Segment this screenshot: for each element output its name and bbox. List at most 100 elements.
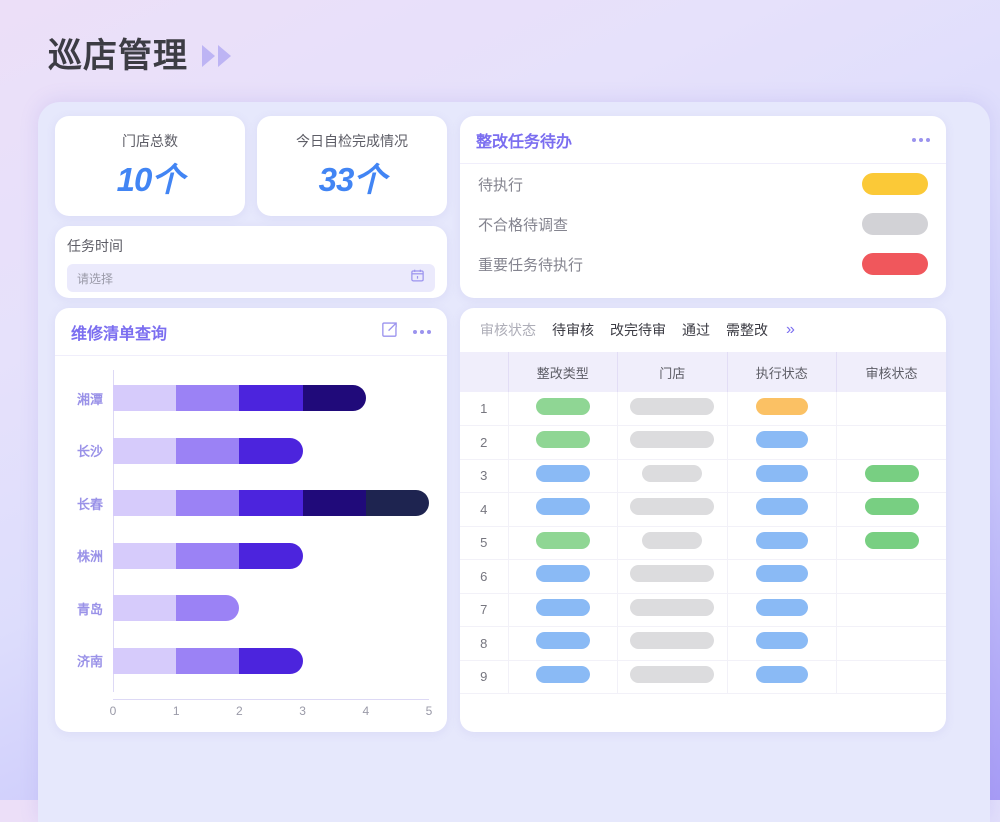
cell-placeholder-pill <box>630 397 715 415</box>
double-chevron-right-icon[interactable] <box>202 44 231 67</box>
chart-bar-row: 湘潭 <box>65 372 429 425</box>
cell-audit-status <box>836 559 946 594</box>
cell-type <box>508 593 618 627</box>
chart-bar-segment <box>113 385 177 412</box>
tab-pending-review[interactable]: 待审核 <box>552 322 594 338</box>
table-col-index <box>460 352 509 392</box>
todo-row-label: 不合格待调查 <box>478 216 569 234</box>
chevron-right-icon-2 <box>218 44 231 67</box>
cell-type <box>508 626 618 661</box>
cell-placeholder-pill <box>755 632 808 650</box>
cell-placeholder-pill <box>642 531 703 549</box>
chart-bar-row: 青岛 <box>65 582 429 635</box>
cell-placeholder-pill <box>864 498 919 516</box>
cell-placeholder-pill <box>535 498 590 516</box>
todo-status-badge <box>862 173 928 195</box>
cell-store <box>617 459 728 493</box>
chart-bar-stack[interactable] <box>113 542 303 569</box>
table-row[interactable]: 3 <box>460 459 946 493</box>
rectification-todo-card: 整改任务待办 待执行不合格待调查 重要任务待执行 <box>460 116 946 298</box>
cell-index: 1 <box>460 392 509 426</box>
cell-audit-status <box>836 459 946 493</box>
chart-bar-stack[interactable] <box>113 385 366 412</box>
chart-bar-segment <box>113 437 177 464</box>
chart-bar-stack[interactable] <box>113 490 429 517</box>
table-row[interactable]: 5 <box>460 526 946 560</box>
chart-bar-segment <box>176 647 240 674</box>
chart-bar-segment <box>176 385 240 412</box>
todo-row[interactable]: 不合格待调查 <box>460 204 946 244</box>
table-col-store: 门店 <box>617 352 728 392</box>
task-time-date-picker[interactable]: 请选择 <box>67 264 435 292</box>
cell-store <box>617 660 728 694</box>
todo-row[interactable]: 待执行 <box>460 164 946 204</box>
chart-bar-segment <box>302 385 366 412</box>
cell-placeholder-pill <box>630 665 715 683</box>
tabs-overflow-icon[interactable]: » <box>786 321 795 338</box>
cell-placeholder-pill <box>630 632 715 650</box>
table-row[interactable]: 2 <box>460 425 946 460</box>
tabs-label: 审核状态 <box>480 322 536 338</box>
calendar-icon[interactable] <box>410 268 425 288</box>
tab-passed[interactable]: 通过 <box>682 322 710 338</box>
cell-exec-status <box>727 660 837 694</box>
table-row[interactable]: 9 <box>460 660 946 694</box>
chart-bar-track <box>113 647 429 674</box>
tab-fixed-pending-review[interactable]: 改完待审 <box>610 322 666 338</box>
chart-bar-stack[interactable] <box>113 595 240 622</box>
cell-placeholder-pill <box>535 665 590 683</box>
table-row[interactable]: 7 <box>460 593 946 627</box>
chart-bar-track <box>113 490 429 517</box>
cell-placeholder-pill <box>864 531 919 549</box>
chart-x-tick: 3 <box>299 704 306 718</box>
cell-exec-status <box>727 392 837 426</box>
chart-bar-stack[interactable] <box>113 647 303 674</box>
cell-placeholder-pill <box>755 498 808 516</box>
chart-bar-row: 济南 <box>65 635 429 688</box>
todo-rows: 待执行不合格待调查 重要任务待执行 <box>460 164 946 284</box>
cell-index: 6 <box>460 559 509 594</box>
cell-placeholder-pill <box>535 397 590 415</box>
chevron-right-icon-1 <box>202 44 215 67</box>
table-row[interactable]: 4 <box>460 492 946 527</box>
chart-y-axis-line <box>113 370 114 692</box>
task-time-placeholder: 请选择 <box>77 271 114 286</box>
cell-placeholder-pill <box>755 531 808 549</box>
chart-bar-row: 长春 <box>65 477 429 530</box>
cell-audit-status <box>836 392 946 426</box>
stat-card-selfcheck-today: 今日自检完成情况 33个 <box>257 116 447 216</box>
cell-store <box>617 526 728 560</box>
cell-type <box>508 425 618 460</box>
cell-audit-status <box>836 593 946 627</box>
chart-x-tick: 2 <box>236 704 243 718</box>
chart-bar-segment <box>113 542 177 569</box>
chart-bar-segment <box>239 647 303 674</box>
more-dots-icon[interactable] <box>413 329 431 334</box>
cell-exec-status <box>727 626 837 661</box>
more-dots-icon[interactable] <box>912 137 930 142</box>
table-row[interactable]: 8 <box>460 626 946 661</box>
todo-card-header: 整改任务待办 <box>460 116 946 164</box>
table-row[interactable]: 1 <box>460 392 946 426</box>
cell-exec-status <box>727 425 837 460</box>
chart-bar-stack[interactable] <box>113 437 303 464</box>
chart-x-tick: 1 <box>172 704 180 718</box>
cell-placeholder-pill <box>755 431 808 449</box>
todo-row-label: 重要任务待执行 <box>478 256 584 274</box>
chart-bar-segment <box>113 595 177 622</box>
cell-store <box>617 593 728 627</box>
cell-audit-status <box>836 626 946 661</box>
chart-bar-label: 湘潭 <box>76 391 103 407</box>
chart-bar-label: 济南 <box>76 654 103 670</box>
table-row[interactable]: 6 <box>460 559 946 594</box>
cell-placeholder-pill <box>630 565 715 583</box>
tab-needs-rectification[interactable]: 需整改 <box>726 322 768 338</box>
chart-bar-segment <box>176 490 240 517</box>
stat-label-total-stores: 门店总数 <box>122 133 178 149</box>
todo-row[interactable]: 重要任务待执行 <box>460 244 946 284</box>
share-export-icon[interactable] <box>380 320 399 344</box>
cell-placeholder-pill <box>535 531 590 549</box>
chart-bar-row: 长沙 <box>65 425 429 478</box>
cell-placeholder-pill <box>864 464 919 482</box>
todo-row-label: 待执行 <box>478 176 524 194</box>
